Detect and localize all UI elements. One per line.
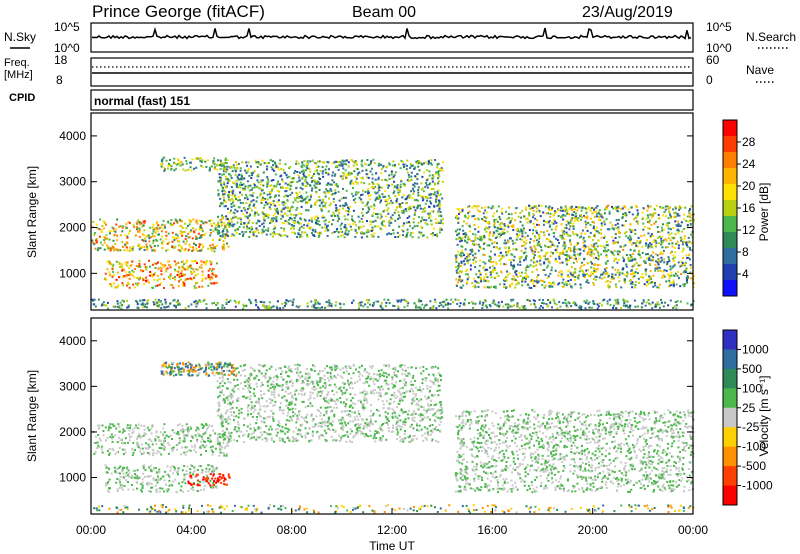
y-tick-label: 1000 <box>59 266 86 280</box>
power-panel: 1000 2000 3000 4000 Slant Range [km] <box>25 112 695 311</box>
cpid-mode: normal (fast) 151 <box>94 94 190 108</box>
nsky-panel: N.Sky 10^5 10^0 10^5 10^0 N.Search <box>4 20 796 55</box>
nsearch-tick-bottom: 10^0 <box>706 41 732 55</box>
time-x-axis: 00:00 04:00 08:00 12:00 16:00 20:00 00:00 <box>76 508 708 537</box>
colorbar-swatch <box>723 216 737 233</box>
y-tick-label: 1000 <box>59 471 86 485</box>
colorbar-tick-label: 25 <box>742 401 756 415</box>
nsky-tick-bottom: 10^0 <box>54 41 80 55</box>
colorbar-tick-label: -500 <box>742 459 766 473</box>
colorbar-swatch <box>723 120 737 137</box>
x-tick-label: 00:00 <box>678 523 708 537</box>
x-tick-label: 04:00 <box>176 523 206 537</box>
freq-tick-bottom: 8 <box>56 73 63 87</box>
colorbar-swatch <box>723 168 737 185</box>
colorbar-tick-label: 1000 <box>742 342 769 356</box>
velocity-colorbar-label: Velocity [m s⁻¹] <box>757 375 771 456</box>
colorbar-swatch <box>723 248 737 265</box>
time-xlabel: Time UT <box>369 539 415 553</box>
velocity-panel: 1000 2000 3000 4000 00:00 04:00 08:00 12:00 16:… <box>25 317 708 553</box>
colorbar-tick-label: -100 <box>742 440 766 454</box>
y-tick-label: 3000 <box>59 175 86 189</box>
power-colorbar-label: Power [dB] <box>757 183 771 242</box>
velocity-colorbar: 1000 500 100 25 -25 -100 -500 -1000 <box>722 329 773 506</box>
x-tick-label: 16:00 <box>477 523 507 537</box>
colorbar-swatch <box>723 152 737 169</box>
velocity-y-axis: 1000 2000 3000 4000 <box>59 334 693 485</box>
colorbar-tick-label: 12 <box>742 223 756 237</box>
nsky-tick-top: 10^5 <box>54 20 80 34</box>
x-tick-label: 20:00 <box>578 523 608 537</box>
x-tick-label: 08:00 <box>277 523 307 537</box>
y-tick-label: 2000 <box>59 425 86 439</box>
power-echo-layer <box>91 156 695 310</box>
colorbar-tick-label: -1000 <box>742 479 773 493</box>
nsky-trace <box>91 26 692 40</box>
colorbar-swatch <box>723 388 737 409</box>
colorbar-tick-label: 8 <box>742 245 749 259</box>
colorbar-tick-label: 4 <box>742 267 749 281</box>
velocity-echo-layer <box>92 361 695 514</box>
power-y-axis: 1000 2000 3000 4000 <box>59 129 693 280</box>
x-tick-label: 12:00 <box>377 523 407 537</box>
freq-panel: Freq. [MHz] 18 8 60 0 Nave <box>4 53 776 87</box>
y-tick-label: 3000 <box>59 379 86 393</box>
colorbar-swatch <box>723 446 737 467</box>
colorbar-swatch <box>723 200 737 217</box>
colorbar-tick-label: 500 <box>742 362 762 376</box>
colorbar-swatch <box>723 485 737 506</box>
colorbar-swatch <box>723 407 737 428</box>
freq-unit: [MHz] <box>4 69 33 81</box>
power-colorbar: 28 24 20 16 12 8 4 <box>722 119 756 297</box>
colorbar-swatch <box>723 466 737 487</box>
colorbar-tick-label: 20 <box>742 179 756 193</box>
nave-label: Nave <box>746 63 774 77</box>
nave-tick-bottom: 0 <box>706 73 713 87</box>
station-title: Prince George (fitACF) <box>92 2 265 21</box>
colorbar-swatch <box>723 136 737 153</box>
colorbar-swatch <box>723 349 737 370</box>
colorbar-swatch <box>723 427 737 448</box>
nsearch-label: N.Search <box>746 30 796 44</box>
y-tick-label: 4000 <box>59 334 86 348</box>
nsearch-tick-top: 10^5 <box>706 20 732 34</box>
y-tick-label: 4000 <box>59 129 86 143</box>
colorbar-swatch <box>723 280 737 297</box>
colorbar-swatch <box>723 368 737 389</box>
nave-tick-top: 60 <box>706 53 720 67</box>
colorbar-swatch <box>723 264 737 281</box>
beam-label: Beam 00 <box>352 4 416 21</box>
colorbar-tick-label: 28 <box>742 135 756 149</box>
date-label: 23/Aug/2019 <box>582 4 673 21</box>
freq-label: Freq. <box>4 57 30 69</box>
nsky-label: N.Sky <box>4 30 36 44</box>
x-tick-label: 00:00 <box>76 523 106 537</box>
cpid-label: CPID <box>9 92 35 104</box>
colorbar-tick-label: -25 <box>742 420 760 434</box>
power-ylabel: Slant Range [km] <box>25 166 39 258</box>
colorbar-swatch <box>723 232 737 249</box>
cpid-panel: CPID normal (fast) 151 <box>9 89 694 111</box>
colorbar-swatch <box>723 184 737 201</box>
velocity-ylabel: Slant Range [km] <box>25 370 39 462</box>
y-tick-label: 2000 <box>59 221 86 235</box>
colorbar-tick-label: 16 <box>742 201 756 215</box>
colorbar-tick-label: 24 <box>742 157 756 171</box>
freq-tick-top: 18 <box>54 53 68 67</box>
colorbar-swatch <box>723 330 737 350</box>
colorbar-tick-label: 100 <box>742 381 762 395</box>
